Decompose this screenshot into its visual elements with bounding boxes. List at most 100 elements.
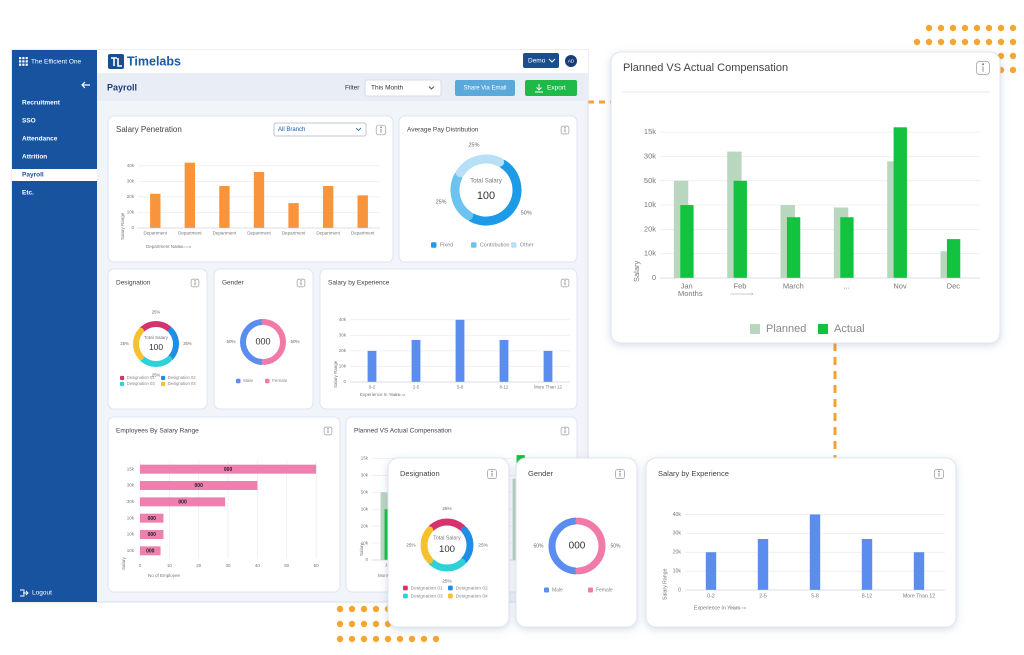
- dot: [408, 635, 416, 643]
- legend-label: Planned: [766, 323, 806, 335]
- legend-swatch: [161, 381, 166, 387]
- legend-label: Female: [272, 378, 288, 383]
- dot: [372, 620, 380, 628]
- x-tick-label: Department: [178, 231, 202, 236]
- info-glyph: [619, 470, 621, 473]
- legend-swatch: [471, 242, 477, 248]
- card-title: Designation: [116, 280, 151, 287]
- user-name[interactable]: Demo: [528, 58, 546, 65]
- y-tick-label: 15k: [361, 456, 369, 461]
- dot: [973, 38, 981, 46]
- x-tick-label: 5-8: [457, 385, 464, 390]
- branch-value[interactable]: All Branch: [278, 127, 305, 133]
- y-tick-label: 20k: [644, 224, 656, 233]
- avatar[interactable]: [565, 55, 577, 67]
- y-tick-label: 10k: [644, 249, 656, 258]
- chevron: [428, 86, 435, 90]
- bar: [946, 239, 961, 278]
- y-tick-label: 10k: [673, 568, 682, 574]
- info-icon: [323, 426, 333, 436]
- value-label: 25%: [468, 143, 479, 149]
- nav-item[interactable]: Payroll: [22, 172, 44, 179]
- legend-label: Designation 02: [168, 375, 197, 380]
- nav-item[interactable]: Etc.: [22, 190, 34, 197]
- center-value: 100: [439, 544, 455, 555]
- legend-swatch: [120, 381, 125, 387]
- y-tick-label: 30k: [127, 483, 135, 488]
- x-tick-label: 30: [226, 563, 232, 568]
- bar: [140, 513, 164, 523]
- bar: [367, 350, 377, 382]
- dot: [348, 620, 356, 628]
- legend-label: Contribution: [480, 242, 510, 248]
- donut-segment: [450, 171, 474, 221]
- bar: [140, 497, 226, 507]
- bar: [219, 186, 230, 228]
- legend-label: Female: [596, 587, 613, 593]
- user-menu[interactable]: [523, 53, 559, 68]
- bar: [357, 195, 368, 228]
- y-axis-label: Salary: [359, 542, 364, 556]
- card: [610, 51, 1001, 344]
- x-tick-label: Department: [144, 231, 168, 236]
- value-label: 25%: [152, 373, 161, 378]
- y-tick-label: 30k: [127, 499, 135, 504]
- card-title: Planned VS Actual Compensation: [623, 62, 788, 74]
- card: [398, 115, 578, 263]
- bar: [455, 319, 465, 382]
- filter-select[interactable]: [364, 79, 442, 97]
- axis-arrow: [391, 393, 406, 397]
- branch-select[interactable]: [273, 122, 367, 137]
- bar: [913, 552, 925, 590]
- share-button[interactable]: [455, 80, 515, 96]
- top-bar: [97, 50, 588, 73]
- value-label: 50%: [290, 339, 299, 344]
- bar: [140, 481, 258, 490]
- value-label: 25%: [478, 542, 488, 548]
- legend-label: Designation 01: [127, 375, 156, 380]
- info-icon: [560, 426, 570, 436]
- bar: [140, 546, 161, 556]
- nav-item[interactable]: Attendance: [22, 136, 58, 143]
- value-label: 25%: [436, 199, 447, 205]
- x-tick-label: 40: [255, 563, 261, 568]
- nav-item[interactable]: Attrition: [22, 154, 47, 161]
- value-label: 25%: [183, 341, 192, 346]
- card: [107, 115, 394, 263]
- info-icon: [487, 469, 497, 479]
- chevron: [355, 127, 362, 132]
- axis-arrow: [730, 606, 747, 610]
- legend-swatch: [588, 587, 593, 593]
- x-axis-label: Months: [378, 573, 394, 578]
- info-icon: [560, 278, 570, 288]
- bar-label: 000: [178, 499, 187, 505]
- card-title: Planned VS Actual Compensation: [354, 428, 452, 435]
- dot: [913, 38, 921, 46]
- value-label: 50%: [521, 211, 532, 217]
- value-label: 25%: [152, 310, 161, 315]
- donut-segment: [460, 526, 474, 564]
- y-tick-label: 0: [652, 273, 656, 282]
- center-value: 100: [477, 190, 495, 202]
- bar: [786, 217, 801, 278]
- donut-segment: [133, 327, 144, 361]
- x-tick-label: Department: [316, 231, 340, 236]
- collapse-icon[interactable]: [81, 81, 90, 89]
- nav-item[interactable]: Recruitment: [22, 100, 61, 107]
- logout[interactable]: Logout: [32, 590, 52, 597]
- export-text: Export: [547, 85, 566, 92]
- x-tick-label: Department: [213, 231, 237, 236]
- x-tick-label: 50: [284, 563, 290, 568]
- y-tick-label: 30k: [673, 531, 682, 537]
- dot: [372, 635, 380, 643]
- x-tick-label: 10: [167, 563, 173, 568]
- legend-label: Other: [520, 242, 534, 248]
- nav-item[interactable]: SSO: [22, 118, 36, 125]
- logo-text: Timelabs: [127, 54, 181, 68]
- info-glyph: [564, 428, 566, 430]
- brand: The Efficient One: [31, 59, 81, 66]
- bar: [184, 162, 196, 228]
- x-tick-label: Feb: [734, 281, 747, 290]
- dot: [360, 605, 368, 613]
- bar: [499, 340, 509, 382]
